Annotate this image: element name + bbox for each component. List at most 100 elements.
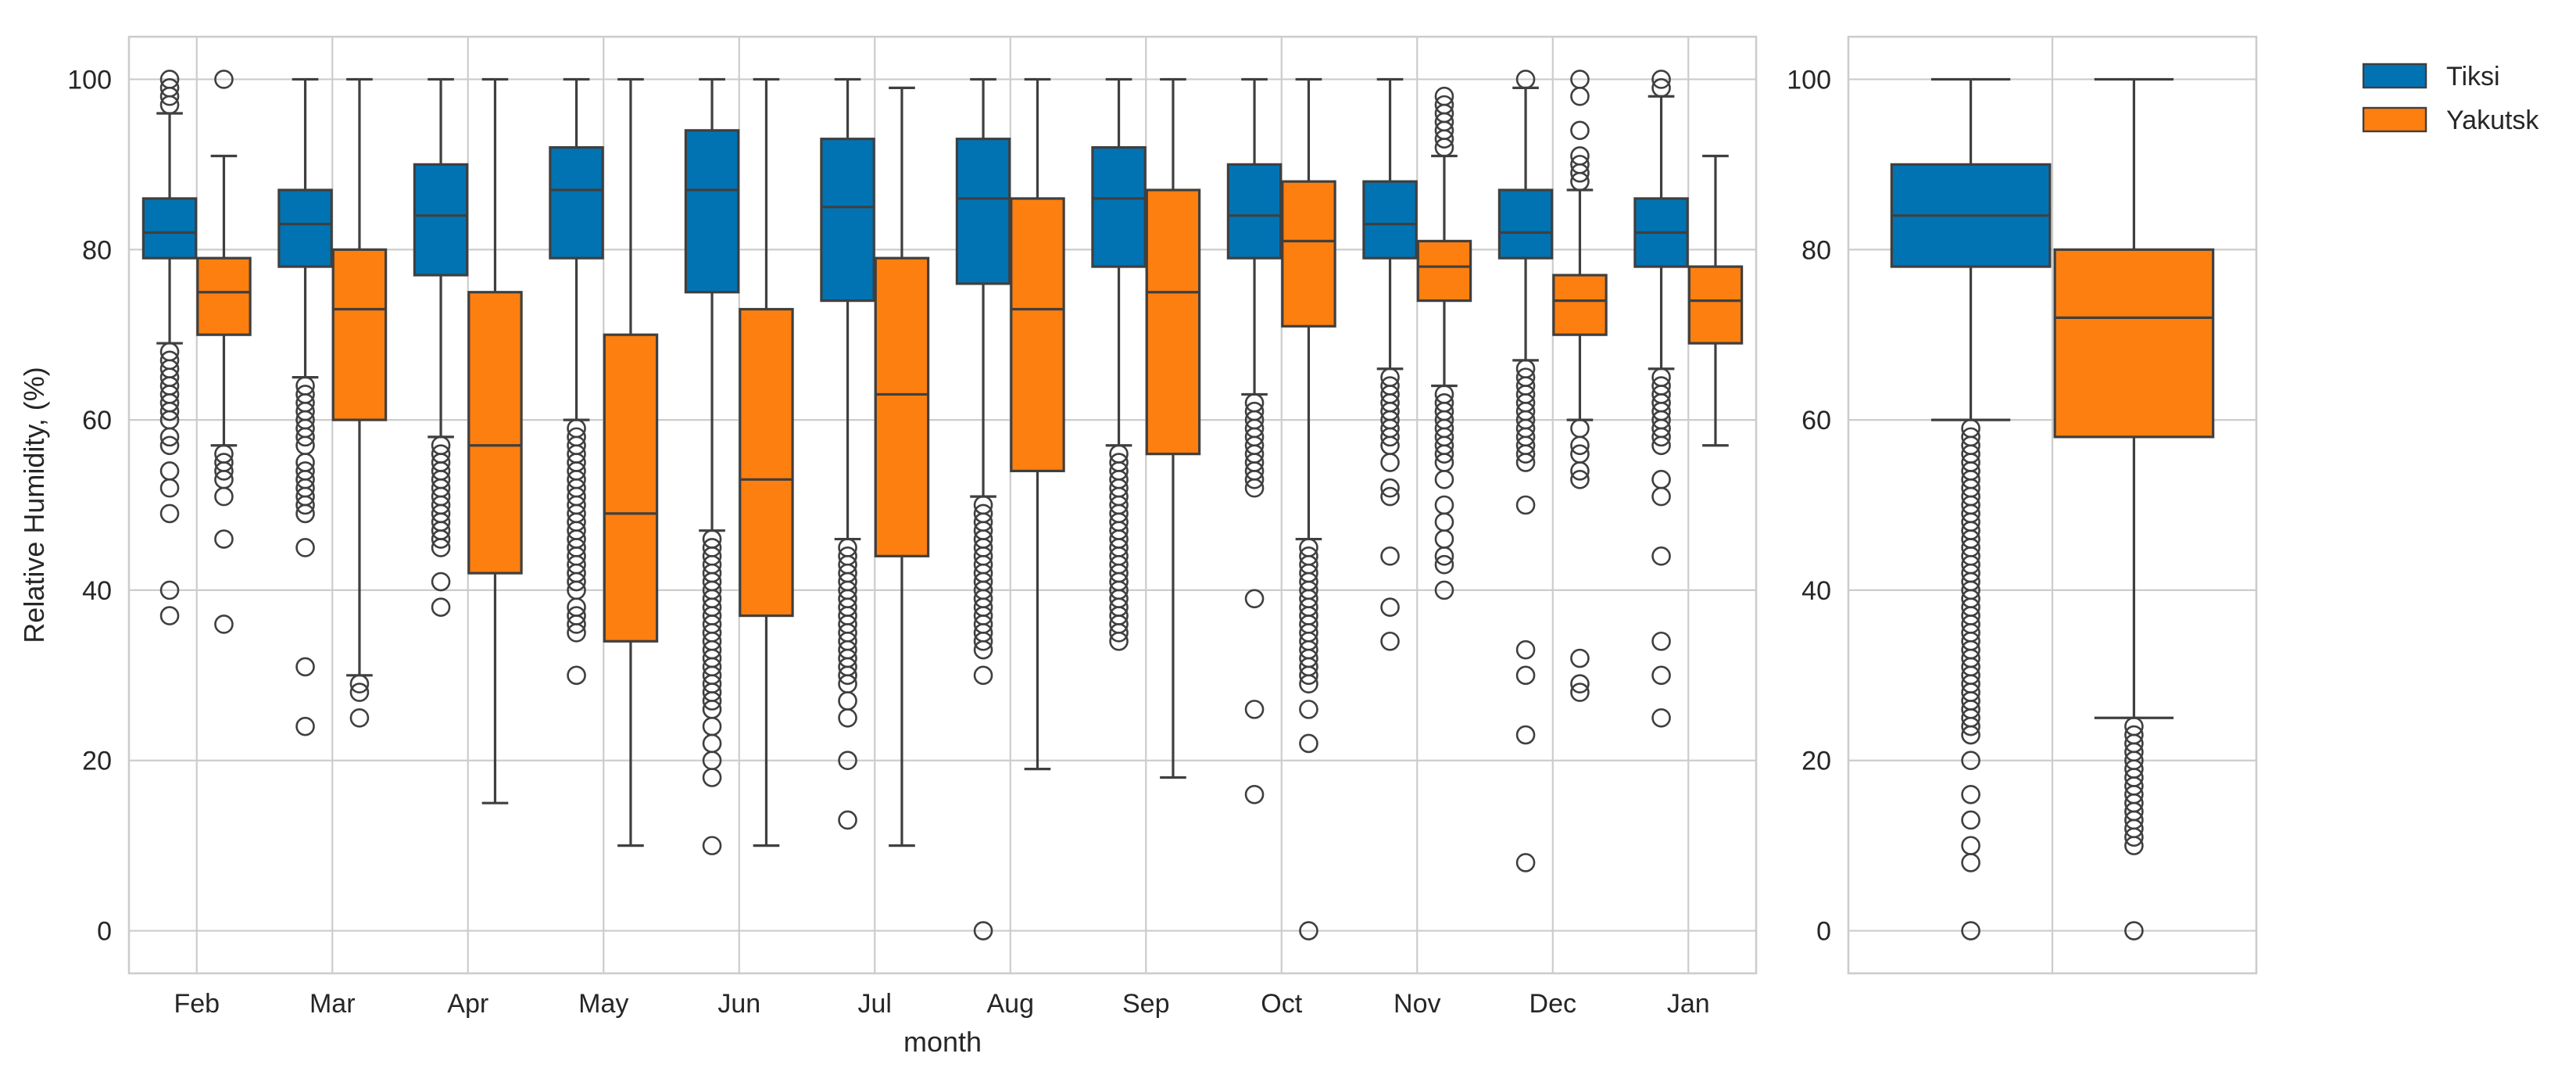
legend-label-yakutsk: Yakutsk [2446,106,2539,135]
outlier-point [1651,78,1671,98]
outlier-point [159,435,180,456]
outlier-point [159,78,180,98]
y-tick-label: 100 [67,65,112,95]
outlier-point [702,538,722,557]
outlier-point [214,70,234,89]
iqr-box [955,138,1011,285]
outlier-point [1570,70,1590,89]
outlier-point [1434,580,1454,600]
outlier-point [1434,495,1454,515]
iqr-box [549,145,604,260]
y-tick-label: 100 [1787,65,1831,95]
outlier-point [431,435,451,456]
outlier-point [567,665,586,686]
outlier-point [1570,683,1590,702]
outlier-point [1515,367,1536,387]
outlier-point [1961,751,1980,771]
outlier-point [159,503,180,524]
y-axis-label: Relative Humidity, (%) [18,367,50,643]
box-yakutsk-dec [1552,70,1608,702]
outlier-point [1244,401,1265,421]
x-tick-label: Dec [1530,989,1576,1019]
panel-monthly: 0 20 40 60 80 100 Feb Mar Apr May Jun Jul Aug Sep Oct N… [18,35,1758,1058]
iqr-box [603,333,659,643]
outlier-point [431,444,451,464]
box-tiksi-jun [684,77,740,855]
iqr-box [1362,180,1418,260]
box-yakutsk-jul [874,86,930,847]
outlier-point [1515,359,1536,379]
outlier-point [1299,700,1318,719]
iqr-box [739,307,794,618]
box-yakutsk-jun [739,77,794,847]
box-tiksi-oct [1226,77,1283,804]
box-yakutsk-all [2053,77,2215,940]
y-tick-label: 20 [82,747,112,776]
x-axis-label: month [903,1026,982,1058]
box-yakutsk-oct [1281,77,1336,940]
outlier-point [1961,810,1980,830]
outlier-point [973,665,993,686]
outlier-point [1570,648,1590,668]
outlier-point [1434,86,1454,106]
outlier-point [838,546,857,566]
x-tick-label: Mar [309,989,356,1019]
outlier-point [295,538,315,557]
outlier-point [1651,70,1671,89]
outlier-point [973,921,993,940]
box-tiksi-mar [277,77,333,736]
outlier-point [431,597,451,617]
x-tick-label: Sep [1122,989,1170,1019]
y-tick-label: 0 [97,917,112,947]
panel-frame [127,35,1758,975]
outlier-point [1244,700,1265,719]
outlier-point [1570,120,1590,141]
outlier-point [1515,640,1536,660]
iqr-box [684,129,740,294]
outlier-point [1380,631,1400,651]
iqr-box [277,188,333,268]
outlier-point [1515,70,1536,89]
box-yakutsk-sep [1145,77,1201,779]
outlier-point [1299,538,1318,557]
outlier-point [159,70,180,89]
y-tick-label: 80 [82,235,112,265]
outlier-point [159,350,180,371]
y-tick-label: 60 [1801,406,1831,435]
outlier-point [1244,784,1265,804]
legend-swatch-yakutsk [2362,106,2428,133]
outlier-point [1570,674,1590,694]
outlier-point [1570,146,1590,166]
outlier-point [1434,95,1454,115]
outlier-point [1380,597,1400,617]
outlier-point [1380,376,1400,396]
outlier-point [1651,376,1671,396]
outlier-point [1651,367,1671,387]
x-tick-label: Feb [174,989,220,1019]
box-tiksi-jul [820,77,875,830]
box-tiksi-all [1890,77,2052,940]
outlier-point [159,461,180,481]
outlier-point [1380,486,1400,507]
outlier-point [1651,708,1671,728]
legend-swatch-tiksi [2362,63,2428,89]
outlier-point [1651,631,1671,651]
box-yakutsk-aug [1010,77,1065,771]
outlier-point [1570,444,1590,464]
outlier-point [973,503,993,524]
iqr-box [1281,180,1336,328]
iqr-box [196,256,252,336]
box-tiksi-may [549,77,604,686]
iqr-box [413,163,469,277]
outlier-point [214,614,234,634]
box-tiksi-nov [1362,77,1418,651]
outlier-point [1109,453,1129,472]
box-yakutsk-feb [196,70,252,634]
box-yakutsk-mar [331,77,388,728]
box-yakutsk-apr [467,77,523,804]
outlier-point [2124,725,2144,745]
outlier-point [295,657,315,677]
outlier-point [1380,546,1400,566]
